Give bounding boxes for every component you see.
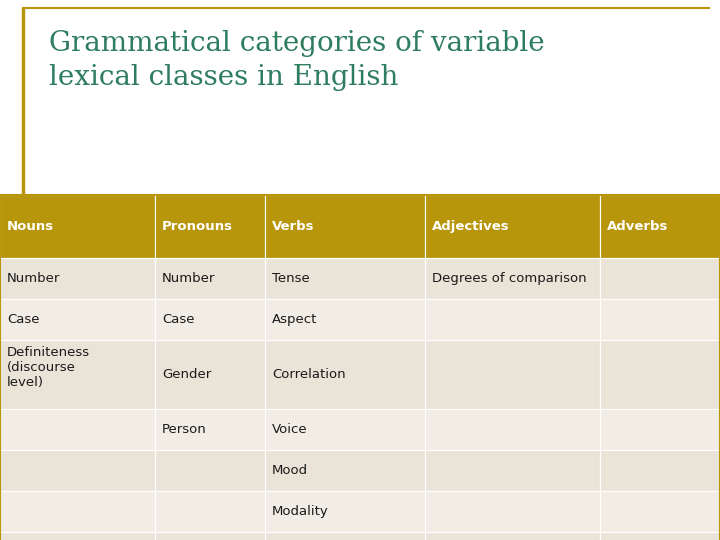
Bar	[0, 340, 155, 409]
Text: Case: Case	[7, 313, 40, 326]
Bar	[425, 195, 600, 258]
Bar	[155, 195, 265, 258]
Text: Person: Person	[162, 423, 207, 436]
Bar	[265, 532, 425, 540]
Bar	[265, 299, 425, 340]
Bar	[155, 258, 265, 299]
Bar	[0, 195, 720, 540]
Text: Modality: Modality	[272, 505, 329, 518]
Text: Number: Number	[162, 272, 215, 285]
Bar	[600, 340, 720, 409]
Text: Tense: Tense	[272, 272, 310, 285]
Bar	[600, 299, 720, 340]
Text: Number: Number	[7, 272, 60, 285]
Bar	[155, 340, 265, 409]
Text: Definiteness
(discourse
level): Definiteness (discourse level)	[7, 346, 90, 389]
Bar	[425, 258, 600, 299]
Bar	[600, 491, 720, 532]
Bar	[0, 491, 155, 532]
Text: Adjectives: Adjectives	[432, 220, 510, 233]
Bar	[0, 450, 155, 491]
Bar	[600, 258, 720, 299]
Bar	[425, 532, 600, 540]
Text: Aspect: Aspect	[272, 313, 318, 326]
Bar	[600, 532, 720, 540]
Text: Verbs: Verbs	[272, 220, 315, 233]
Bar	[0, 195, 155, 258]
Bar	[265, 195, 425, 258]
Bar	[425, 450, 600, 491]
Bar	[265, 340, 425, 409]
Bar	[265, 491, 425, 532]
Bar	[155, 532, 265, 540]
Text: Voice: Voice	[272, 423, 308, 436]
Bar	[0, 532, 155, 540]
Bar	[265, 450, 425, 491]
Text: Pronouns: Pronouns	[162, 220, 233, 233]
Text: Adverbs: Adverbs	[607, 220, 669, 233]
Text: Mood: Mood	[272, 464, 308, 477]
Bar	[155, 491, 265, 532]
Text: Nouns: Nouns	[7, 220, 54, 233]
Text: Gender: Gender	[162, 368, 212, 381]
Bar	[600, 450, 720, 491]
Bar	[600, 409, 720, 450]
Bar	[155, 450, 265, 491]
Bar	[0, 299, 155, 340]
Bar	[265, 409, 425, 450]
Text: Degrees of comparison: Degrees of comparison	[432, 272, 587, 285]
Bar	[155, 409, 265, 450]
Text: Case: Case	[162, 313, 194, 326]
Bar	[425, 340, 600, 409]
Bar	[600, 195, 720, 258]
Bar	[425, 409, 600, 450]
Bar	[0, 258, 155, 299]
Bar	[425, 299, 600, 340]
Bar	[265, 258, 425, 299]
Bar	[0, 409, 155, 450]
Bar	[425, 491, 600, 532]
Bar	[155, 299, 265, 340]
Text: Grammatical categories of variable
lexical classes in English: Grammatical categories of variable lexic…	[49, 30, 544, 91]
Text: Correlation: Correlation	[272, 368, 346, 381]
